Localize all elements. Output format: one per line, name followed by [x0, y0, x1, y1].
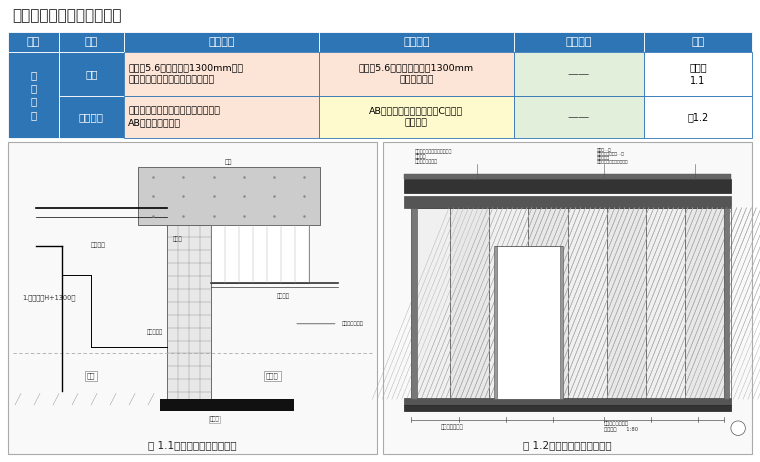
Text: 子项: 子项: [84, 37, 98, 47]
Bar: [606, 208, 645, 399]
Text: 按层高5.6米，封口梁1300mm为基
础，非标层高时调整封口梁高度。: 按层高5.6米，封口梁1300mm为基 础，非标层高时调整封口梁高度。: [128, 64, 243, 85]
Bar: [160, 399, 294, 411]
Text: 建筑范围: 建筑范围: [90, 243, 106, 248]
Text: 以室内分隔原则提资作为设计条件，
AB标由建筑出图。: 以室内分隔原则提资作为设计条件， AB标由建筑出图。: [128, 107, 220, 128]
Bar: [404, 405, 731, 411]
Text: 图1.2: 图1.2: [688, 112, 708, 122]
Text: 园际外墙构: 园际外墙构: [147, 330, 163, 335]
Bar: [568, 208, 606, 399]
Bar: [404, 179, 731, 193]
Bar: [319, 32, 514, 52]
Bar: [59, 52, 124, 96]
Text: 剖、架空层立面图
剖切位置      1:80: 剖、架空层立面图 剖切位置 1:80: [603, 421, 638, 432]
Bar: [496, 245, 562, 399]
Text: 黑色发丝不锈钢（...）: 黑色发丝不锈钢（...）: [597, 152, 624, 156]
Text: 架空层: 架空层: [266, 373, 279, 379]
Text: 室外: 室外: [225, 159, 233, 165]
Text: 建筑界面: 建筑界面: [208, 37, 235, 47]
Bar: [404, 196, 731, 208]
Text: 备注: 备注: [692, 37, 705, 47]
Text: AB标室内提资分隔原则，C标由室
内出图。: AB标室内提资分隔原则，C标由室 内出图。: [369, 107, 464, 128]
Text: 生产大堂门侧窗台合厂家提供: 生产大堂门侧窗台合厂家提供: [415, 149, 452, 154]
Text: 区域: 区域: [27, 37, 40, 47]
Bar: [8, 142, 377, 454]
Bar: [494, 245, 497, 399]
Bar: [644, 32, 752, 52]
Bar: [211, 225, 309, 283]
Text: 按层高5.6米考虑，封口梁1300mm
考虑室内设计: 按层高5.6米考虑，封口梁1300mm 考虑室内设计: [359, 64, 474, 85]
Bar: [138, 167, 319, 225]
Text: 园林: 园林: [87, 373, 95, 379]
Bar: [383, 142, 752, 454]
Text: 室内界面: 室内界面: [404, 37, 429, 47]
Bar: [514, 52, 644, 96]
Text: 1.封口梁：H+1300；: 1.封口梁：H+1300；: [22, 294, 75, 301]
Text: 首
层
大
堂: 首 层 大 堂: [30, 70, 36, 120]
Text: 一、首层大堂设计界面划分: 一、首层大堂设计界面划分: [12, 8, 122, 23]
Bar: [644, 96, 752, 138]
Bar: [319, 96, 514, 138]
Text: 图 1.1：架空层主入口节点图: 图 1.1：架空层主入口节点图: [148, 440, 237, 450]
Text: 图 1.2：大堂门窗分隔示意图: 图 1.2：大堂门窗分隔示意图: [523, 440, 612, 450]
Text: 层高: 层高: [85, 69, 97, 79]
Bar: [724, 208, 729, 399]
Bar: [59, 32, 124, 52]
Bar: [59, 96, 124, 138]
Bar: [319, 52, 514, 96]
Bar: [489, 208, 528, 399]
Bar: [411, 208, 416, 399]
Bar: [8, 32, 59, 52]
Text: ——: ——: [568, 69, 591, 79]
Text: 黑色发丝不锈钢: 黑色发丝不锈钢: [341, 321, 363, 326]
Text: 参考图
1.1: 参考图 1.1: [689, 62, 707, 85]
Text: 大堂门窗: 大堂门窗: [79, 112, 104, 122]
Bar: [559, 245, 563, 399]
Circle shape: [731, 421, 746, 436]
Bar: [124, 96, 319, 138]
Bar: [411, 208, 451, 399]
Bar: [514, 32, 644, 52]
Text: 园林界面: 园林界面: [565, 37, 592, 47]
Text: 封口梁: 封口梁: [173, 237, 183, 243]
Text: 玻璃饰面板: 玻璃饰面板: [597, 156, 610, 160]
Bar: [167, 173, 211, 405]
Bar: [404, 398, 731, 405]
Text: ——: ——: [568, 112, 591, 122]
Bar: [451, 208, 489, 399]
Bar: [685, 208, 724, 399]
Bar: [404, 175, 731, 179]
Bar: [644, 52, 752, 96]
Bar: [528, 208, 568, 399]
Bar: [514, 96, 644, 138]
Text: 地下室: 地下室: [210, 417, 219, 422]
Text: 黑色发丝不锈钢: 黑色发丝不锈钢: [441, 424, 463, 430]
Text: 黑色铝板: 黑色铝板: [415, 154, 426, 159]
Bar: [124, 52, 319, 96]
Text: 外幕墙及水乳液层: 外幕墙及水乳液层: [415, 159, 438, 164]
Text: 板板天花: 板板天花: [277, 293, 290, 299]
Bar: [645, 208, 685, 399]
Text: 铝板（...）: 铝板（...）: [597, 148, 611, 152]
Bar: [124, 32, 319, 52]
Text: 黑色发丝不锈钢（系数化）: 黑色发丝不锈钢（系数化）: [597, 160, 628, 164]
Bar: [8, 52, 59, 138]
